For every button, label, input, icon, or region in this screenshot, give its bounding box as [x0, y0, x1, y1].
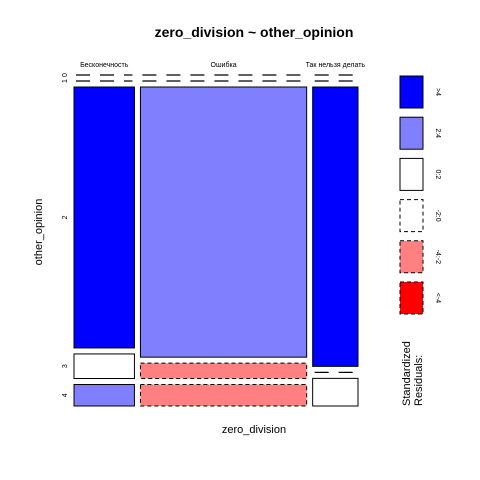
column-label: Бесконечность: [80, 62, 129, 69]
mosaic-cell: [312, 377, 359, 407]
y-axis-title: other_opinion: [33, 199, 45, 266]
legend-title: StandardizedResiduals:: [401, 341, 425, 406]
legend-label: >4: [434, 88, 441, 96]
mosaic-cell: [73, 86, 135, 349]
x-axis-title: zero_division: [222, 424, 286, 436]
column-label: Так нельзя делать: [306, 62, 366, 69]
row-label: 2: [62, 215, 69, 219]
row-label: 0: [62, 73, 69, 77]
legend-swatch: [399, 157, 424, 191]
row-label: 1: [62, 79, 69, 83]
legend-label: 0:2: [434, 170, 441, 180]
legend-swatch: [399, 75, 424, 109]
legend-swatch: [399, 199, 424, 233]
legend-label: <-4: [434, 293, 441, 303]
mosaic-cell: [312, 86, 359, 367]
mosaic-cell: [139, 86, 308, 358]
legend-label: -2:0: [434, 210, 441, 222]
column-label: Ошибка: [211, 61, 237, 69]
mosaic-cell: [73, 353, 135, 380]
legend-label: -4:-2: [434, 250, 441, 265]
legend-swatch: [399, 116, 424, 150]
legend-swatch: [399, 281, 424, 315]
legend-label: 2:4: [434, 128, 441, 138]
chart-title: zero_division ~ other_opinion: [155, 24, 354, 40]
mosaic-cell: [139, 362, 308, 380]
row-label: 3: [62, 364, 69, 368]
mosaic-cell: [73, 384, 135, 407]
mosaic-cell: [139, 384, 308, 407]
legend-swatch: [399, 240, 424, 274]
row-label: 4: [62, 393, 69, 397]
